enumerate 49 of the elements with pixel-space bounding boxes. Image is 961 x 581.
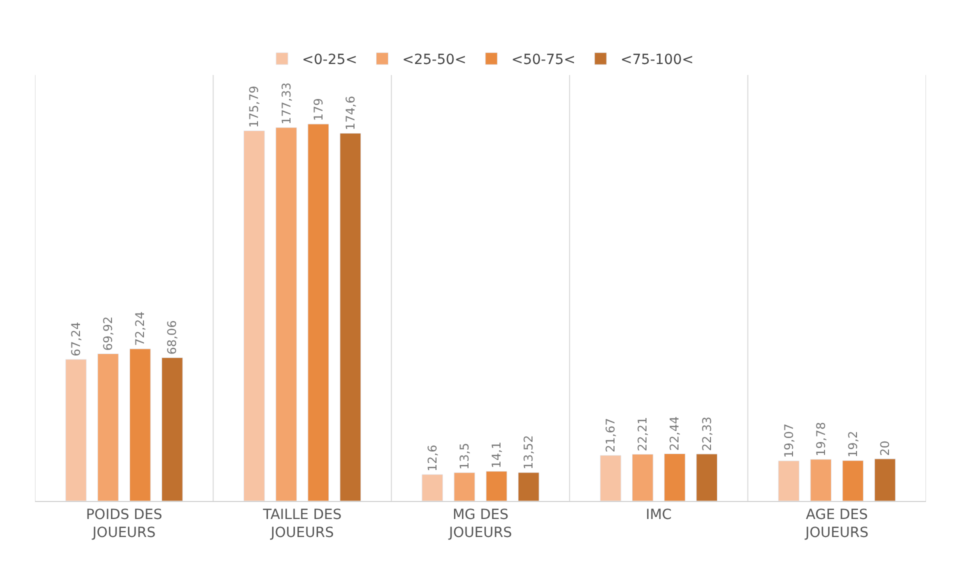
bar: [664, 453, 686, 501]
x-tick-label: IMC: [646, 506, 672, 523]
legend-label: <75-100<: [620, 52, 694, 68]
bar: [422, 474, 444, 501]
data-label: 14,1: [490, 442, 504, 468]
bar: [778, 460, 800, 501]
data-label: 175,79: [247, 86, 262, 128]
data-label: 68,06: [165, 320, 180, 355]
data-label: 22,33: [700, 416, 714, 451]
data-label: 19,07: [782, 423, 796, 458]
legend-label: <0-25<: [302, 52, 358, 68]
legend-label: <50-75<: [511, 52, 576, 68]
bar: [874, 458, 896, 501]
data-label: 19,2: [846, 430, 860, 458]
bar: [518, 472, 540, 501]
bar: [842, 460, 864, 501]
data-label: 179: [311, 98, 326, 122]
bar: [600, 455, 622, 501]
data-label: 22,44: [668, 416, 682, 451]
bar: [632, 454, 654, 501]
bar: [810, 459, 832, 501]
bar: [276, 127, 297, 501]
data-label: 13,5: [457, 442, 472, 470]
data-label: 19,78: [814, 422, 828, 456]
data-label: 72,24: [133, 312, 148, 346]
bar: [486, 471, 508, 501]
data-label: 174,6: [343, 96, 358, 130]
bar: [244, 130, 265, 501]
data-label: 22,21: [636, 416, 650, 452]
bar: [65, 359, 87, 501]
data-label: 12,6: [425, 444, 440, 472]
data-label: 177,33: [279, 82, 294, 125]
bar: [162, 357, 183, 501]
bar: [696, 454, 718, 501]
data-label: 69,92: [101, 316, 116, 351]
x-tick-label: MG DES JOUEURS: [448, 506, 512, 541]
data-label: 21,67: [604, 418, 618, 452]
bar: [454, 472, 476, 501]
bar: [308, 124, 330, 501]
x-tick-label: AGE DES JOUEURS: [804, 506, 869, 541]
bar: [129, 348, 151, 501]
x-tick-label: POIDS DES JOUEURS: [86, 506, 162, 541]
bar: [340, 133, 362, 501]
data-label: 13,52: [522, 435, 536, 470]
x-tick-label: TAILLE DES JOUEURS: [262, 506, 342, 541]
data-label: 20: [878, 440, 892, 456]
bar: [97, 353, 119, 501]
legend-label: <25-50<: [402, 52, 466, 68]
data-label: 67,24: [68, 322, 83, 356]
